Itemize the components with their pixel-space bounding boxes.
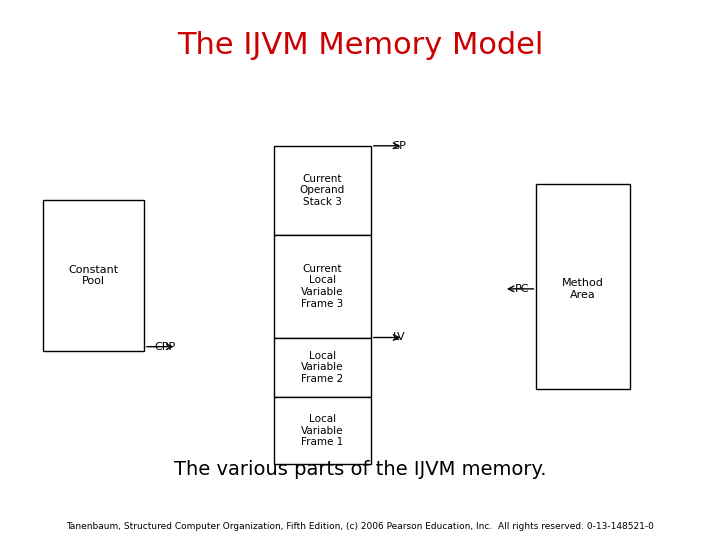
Text: Method
Area: Method Area — [562, 278, 604, 300]
Text: Constant
Pool: Constant Pool — [68, 265, 119, 286]
Bar — [274, 235, 371, 338]
Text: Current
Local
Variable
Frame 3: Current Local Variable Frame 3 — [301, 264, 343, 308]
Bar — [536, 184, 630, 389]
Text: CPP: CPP — [155, 342, 176, 352]
Text: Local
Variable
Frame 1: Local Variable Frame 1 — [301, 414, 343, 447]
Bar — [274, 146, 371, 235]
Text: Local
Variable
Frame 2: Local Variable Frame 2 — [301, 350, 343, 384]
Text: The IJVM Memory Model: The IJVM Memory Model — [177, 31, 543, 60]
Text: LV: LV — [392, 333, 405, 342]
Bar — [274, 397, 371, 464]
Bar — [274, 338, 371, 397]
Text: SP: SP — [392, 141, 406, 151]
Text: PC: PC — [515, 284, 529, 294]
Text: Tanenbaum, Structured Computer Organization, Fifth Edition, (c) 2006 Pearson Edu: Tanenbaum, Structured Computer Organizat… — [66, 522, 654, 531]
Text: Current
Operand
Stack 3: Current Operand Stack 3 — [300, 174, 345, 207]
Bar — [43, 200, 144, 351]
Text: The various parts of the IJVM memory.: The various parts of the IJVM memory. — [174, 460, 546, 480]
